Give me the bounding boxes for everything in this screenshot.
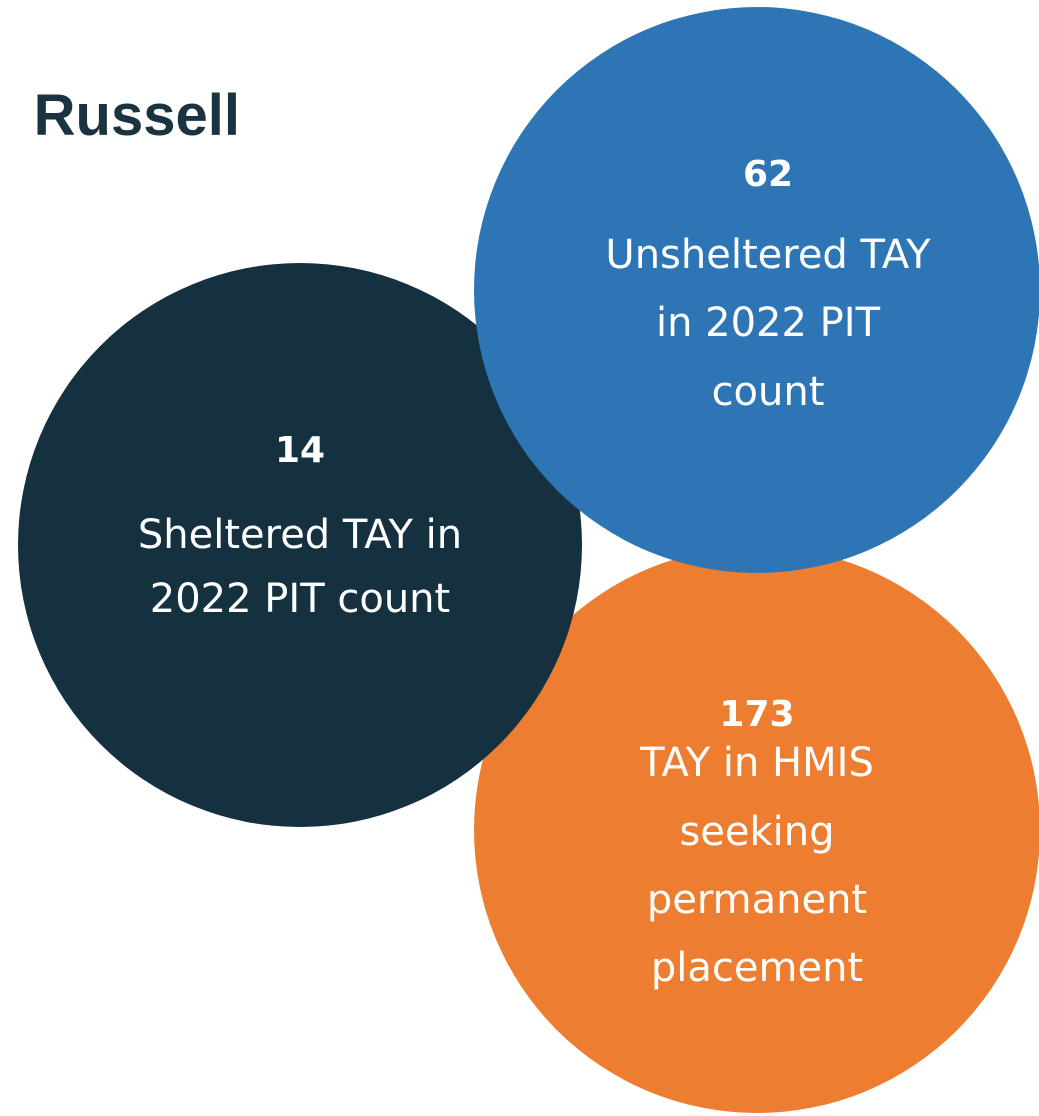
stat-label: in 2022 PIT: [656, 300, 881, 346]
stat-number: 62: [743, 154, 793, 195]
stat-label: Sheltered TAY in: [138, 512, 462, 558]
stat-circle: [474, 7, 1039, 573]
stat-label: permanent: [647, 877, 867, 923]
stat-label: 2022 PIT count: [150, 576, 450, 622]
stat-label: Unsheltered TAY: [605, 232, 931, 278]
stat-number: 14: [275, 430, 325, 471]
title: Russell: [34, 83, 240, 148]
stat-number: 173: [719, 694, 794, 735]
stat-label: placement: [651, 945, 863, 991]
stat-texts: 14 Sheltered TAY in 2022 PIT count 62 Unshel…: [138, 154, 931, 991]
stat-label: seeking: [679, 809, 834, 855]
stat-label: TAY in HMIS: [639, 740, 874, 786]
stat-circle: [474, 547, 1039, 1113]
stat-label: count: [712, 369, 825, 415]
stat-circle: [18, 263, 582, 827]
